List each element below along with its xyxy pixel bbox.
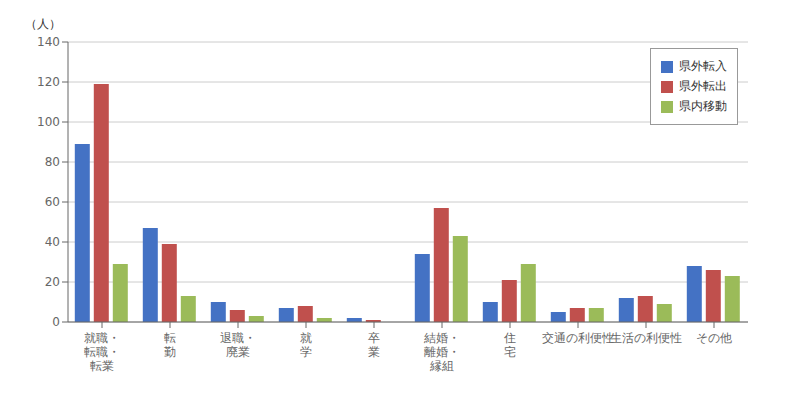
svg-text:40: 40 (45, 235, 60, 249)
svg-text:80: 80 (45, 155, 60, 169)
svg-text:就職・転職・転業: 就職・転職・転業 (84, 331, 120, 373)
svg-text:就学: 就学 (300, 331, 312, 359)
html-text:県外転出: 県外転出 (679, 79, 727, 93)
svg-text:生活の利便性: 生活の利便性 (610, 331, 682, 345)
svg-text:交通の利便性: 交通の利便性 (542, 331, 614, 345)
svg-text:60: 60 (45, 195, 60, 209)
svg-text:卒業: 卒業 (368, 331, 380, 359)
svg-text:140: 140 (37, 35, 60, 49)
svg-text:住宅: 住宅 (503, 331, 516, 359)
svg-text:20: 20 (45, 275, 60, 289)
svg-text:転勤: 転勤 (164, 331, 176, 359)
svg-text:（人）: （人） (25, 17, 61, 31)
html-text:県外転入: 県外転入 (679, 59, 727, 73)
svg-text:結婚・離婚・縁組: 結婚・離婚・縁組 (423, 331, 460, 373)
svg-text:0: 0 (52, 315, 60, 329)
svg-text:100: 100 (37, 115, 60, 129)
html-text:県内移動: 県内移動 (679, 99, 727, 113)
svg-text:120: 120 (37, 75, 60, 89)
svg-text:退職・廃業: 退職・廃業 (220, 331, 256, 359)
svg-text:その他: その他 (696, 331, 732, 345)
